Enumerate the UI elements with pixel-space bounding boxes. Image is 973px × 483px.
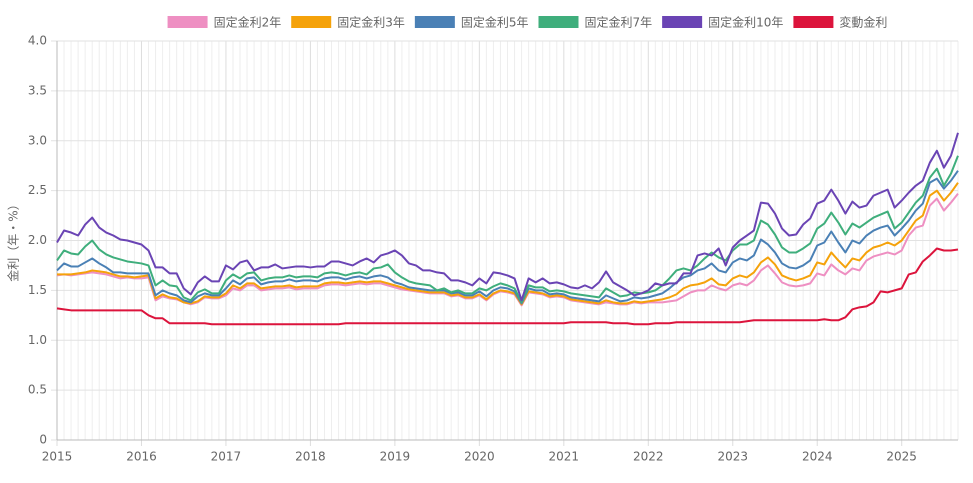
series-line (56, 132, 959, 302)
x-tick-label: 2023 (717, 450, 748, 464)
x-tick-label: 2019 (380, 450, 411, 464)
legend-label: 固定金利2年 (214, 15, 282, 30)
x-tick-label: 2025 (886, 450, 917, 464)
y-tick-label: 2.5 (28, 183, 47, 197)
series-line (56, 155, 959, 304)
legend-label: 固定金利10年 (708, 15, 783, 30)
x-tick-label: 2018 (295, 450, 326, 464)
legend-swatch (793, 16, 834, 28)
y-tick-label: 0.5 (28, 383, 47, 397)
y-tick-label: 2.0 (28, 233, 47, 247)
legend-swatch (414, 16, 455, 28)
x-tick-label: 2017 (211, 450, 242, 464)
y-tick-label: 4.0 (28, 34, 47, 48)
x-tick-label: 2024 (802, 450, 833, 464)
y-tick-label: 1.5 (28, 283, 47, 297)
legend-label: 変動金利 (839, 15, 887, 30)
y-tick-label: 0 (39, 433, 47, 447)
legend-label: 固定金利7年 (584, 15, 652, 30)
legend-item[interactable]: 固定金利2年 (167, 15, 282, 30)
legend-item[interactable]: 固定金利5年 (414, 15, 529, 30)
legend-swatch (167, 16, 208, 28)
x-tick-label: 2016 (126, 450, 157, 464)
legend-item[interactable]: 固定金利7年 (538, 15, 652, 30)
series-line (56, 247, 959, 326)
x-tick-label: 2020 (464, 450, 495, 464)
y-axis-label: 金利（年・%） (6, 198, 21, 281)
legend-swatch (291, 16, 332, 28)
legend-item[interactable]: 固定金利3年 (291, 15, 405, 30)
legend: 固定金利2年 固定金利3年 固定金利5年 固定金利7年 固定金利10年 変動金利 (167, 15, 887, 30)
legend-label: 固定金利5年 (461, 15, 529, 30)
legend-item[interactable]: 固定金利10年 (662, 15, 783, 30)
legend-item[interactable]: 変動金利 (793, 15, 887, 30)
x-tick-label: 2021 (549, 450, 580, 464)
x-tick-label: 2022 (633, 450, 664, 464)
y-tick-label: 1.0 (28, 333, 47, 347)
legend-label: 固定金利3年 (337, 15, 405, 30)
series-line (57, 182, 959, 306)
legend-swatch (662, 16, 703, 28)
legend-swatch (538, 16, 579, 28)
y-tick-label: 3.5 (28, 83, 47, 97)
x-tick-label: 2015 (42, 450, 73, 464)
y-tick-label: 3.0 (28, 133, 47, 147)
series-line (56, 170, 959, 305)
